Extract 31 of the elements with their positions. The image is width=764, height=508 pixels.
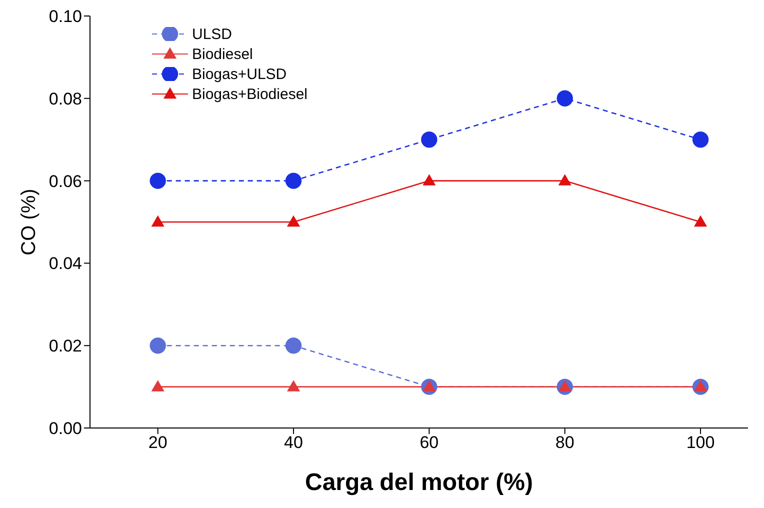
point xyxy=(285,338,302,354)
y-tick-label: 0.10 xyxy=(48,7,82,26)
x-tick-label: 60 xyxy=(420,433,439,452)
point xyxy=(692,132,709,148)
legend-label: Biodiesel xyxy=(192,46,253,62)
y-tick-label: 0.04 xyxy=(48,254,82,274)
point xyxy=(152,380,164,392)
x-tick-label: 20 xyxy=(148,433,168,452)
point xyxy=(150,338,166,354)
point xyxy=(694,216,707,227)
point xyxy=(287,380,300,392)
x-tick-label: 80 xyxy=(555,433,574,452)
point xyxy=(285,172,302,189)
point xyxy=(558,174,571,186)
point xyxy=(152,216,164,227)
point xyxy=(150,172,166,189)
legend-label: Biogas+ULSD xyxy=(192,66,287,82)
x-tick-label: 40 xyxy=(284,433,303,452)
y-tick-label: 0.00 xyxy=(48,419,82,438)
point xyxy=(421,132,438,148)
legend-label: ULSD xyxy=(192,26,232,42)
y-axis-title: CO (%) xyxy=(18,188,40,256)
point xyxy=(556,90,573,106)
y-tick-label: 0.06 xyxy=(48,172,82,191)
y-tick-label: 0.08 xyxy=(48,89,82,108)
point xyxy=(287,216,300,227)
x-axis-title: Carga del motor (%) xyxy=(304,469,534,496)
y-tick-label: 0.02 xyxy=(48,336,82,356)
legend-label: Biogas+Biodiesel xyxy=(192,86,308,102)
point xyxy=(423,174,436,186)
x-tick-label: 100 xyxy=(686,433,715,452)
